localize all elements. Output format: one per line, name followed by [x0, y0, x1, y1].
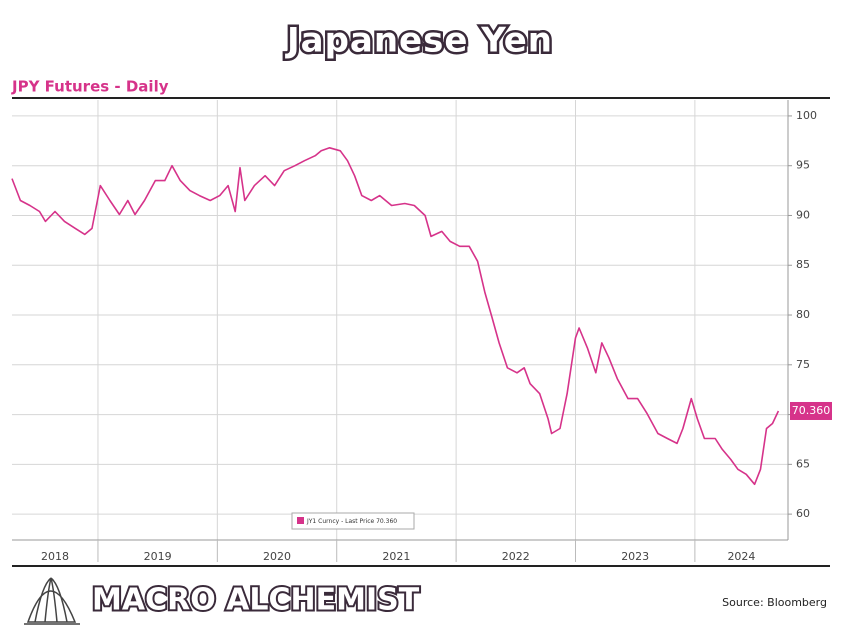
source: Source: Bloomberg [722, 596, 827, 609]
y-tick-label: 75 [796, 358, 810, 371]
x-tick-label: 2022 [502, 550, 530, 563]
x-tick-label: 2024 [727, 550, 755, 563]
x-tick-label: 2019 [144, 550, 172, 563]
y-tick-label: 90 [796, 208, 810, 221]
last-price-tag [790, 401, 832, 420]
y-tick-label: 100 [796, 109, 817, 122]
line-series [11, 147, 780, 486]
brand: MACRO ALCHEMIST [92, 583, 420, 618]
y-tick-label: 65 [796, 457, 810, 470]
chart-title: Japanese Yen [285, 21, 553, 61]
legend: JY1 Curncy - Last Price 70.360 [291, 512, 415, 530]
chart-subtitle: JPY Futures - Daily [11, 78, 169, 96]
x-tick-label: 2023 [621, 550, 649, 563]
grid [12, 100, 788, 540]
legend-label: JY1 Curncy - Last Price 70.360 [306, 518, 397, 525]
legend-box [291, 512, 415, 530]
legend-swatch [297, 517, 304, 524]
y-tick-label: 95 [796, 159, 810, 172]
y-tick-label: 80 [796, 308, 810, 321]
logo [24, 577, 80, 625]
y-tick-label: 85 [796, 258, 810, 271]
x-tick-label: 2020 [263, 550, 291, 563]
last-price-label: 70.360 [792, 404, 831, 417]
y-tick-label: 60 [796, 507, 810, 520]
x-tick-label: 2018 [41, 550, 69, 563]
x-tick-label: 2021 [382, 550, 410, 563]
